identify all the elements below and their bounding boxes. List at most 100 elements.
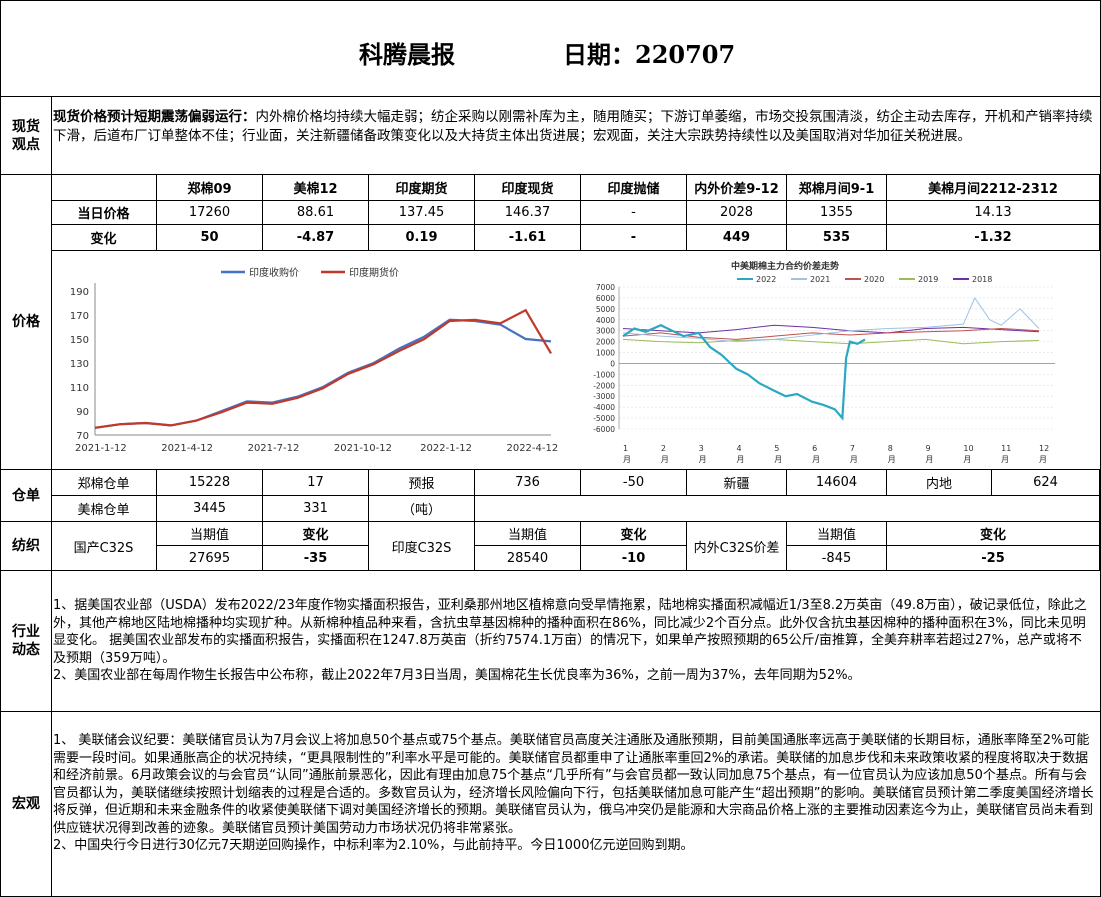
textile-cur-value: 28540: [475, 546, 581, 571]
price-change-cell: -: [581, 225, 687, 251]
price-row-label: 当日价格: [51, 201, 157, 225]
warehouse-cell: 预报: [369, 470, 475, 496]
x-tick-label: 2022-4-12: [506, 443, 558, 454]
textile-cur-value: -845: [787, 546, 887, 571]
warehouse-section: 仓单 郑棉仓单 15228 17 预报 736 -50 新疆 14604 内地 624 美棉仓单 34…: [1, 470, 1100, 522]
textile-chg-value: -35: [263, 546, 369, 571]
india-price-chart: 70 90 110 130 150 170 190 2021-1-12 2021-4-12 202…: [70, 266, 558, 454]
price-change-cell: 50: [157, 225, 263, 251]
y-tick-label: -2000: [593, 381, 615, 390]
textile-cur-header: 当期值: [475, 522, 581, 546]
spot-body: 内外棉价格均持续大幅走弱；纺企采购以刚需补库为主，随用随买；下游订单萎缩，市场交…: [53, 109, 1093, 144]
price-value-cell: 14.13: [887, 201, 1100, 225]
warehouse-cell: 736: [475, 470, 581, 496]
price-change-cell: 535: [787, 225, 887, 251]
spot-text: 现货价格预计短期震荡偏弱运行：内外棉价格均持续大幅走弱；纺企采购以刚需补库为主，…: [53, 108, 1094, 146]
textile-section-label: 纺织: [1, 522, 52, 570]
legend-label: 2022: [756, 275, 776, 284]
price-value-cell: -: [581, 201, 687, 225]
warehouse-section-label: 仓单: [1, 470, 52, 521]
y-tick-label: 70: [76, 431, 89, 442]
price-header-cell: 印度期货: [369, 175, 475, 201]
legend-label: 2020: [864, 275, 884, 284]
report-header: 科腾晨报 日期：220707: [1, 1, 1100, 97]
price-change-cell: 449: [687, 225, 787, 251]
industry-paragraph-2: 2、美国农业部在每周作物生长报告中公布称，截止2022年7月3日当周，美国棉花生…: [53, 668, 861, 683]
warehouse-cell: （吨）: [369, 496, 475, 522]
spot-section-label: 现货 观点: [1, 97, 52, 174]
industry-paragraph-1: 1、据美国农业部（USDA）发布2022/23年度作物实播面积报告，亚利桑那州地…: [53, 598, 1087, 666]
y-tick-label: 190: [70, 287, 89, 298]
y-tick-label: -1000: [593, 370, 615, 379]
price-value-cell: 88.61: [263, 201, 369, 225]
macro-paragraph-2: 2、中国央行今日进行30亿元7天期逆回购操作，中标利率为2.10%，与此前持平。…: [53, 838, 694, 853]
textile-cur-value: 27695: [157, 546, 263, 571]
y-tick-label: -4000: [593, 403, 615, 412]
series-line-2018: [622, 324, 1040, 334]
x-tick-label: 11 月: [1001, 444, 1011, 464]
industry-text: 1、据美国农业部（USDA）发布2022/23年度作物实播面积报告，亚利桑那州地…: [53, 597, 1094, 685]
y-tick-label: 3000: [596, 327, 615, 336]
x-tick-label: 2021-7-12: [248, 443, 300, 454]
warehouse-cell: 15228: [157, 470, 263, 496]
x-tick-label: 2021-4-12: [161, 443, 213, 454]
price-change-cell: -1.32: [887, 225, 1100, 251]
series-line-2020: [622, 328, 1040, 340]
spot-headline: 现货价格预计短期震荡偏弱运行：: [53, 109, 256, 125]
price-header-cell: 郑棉月间9-1: [787, 175, 887, 201]
x-tick-label: 10 月: [963, 444, 973, 464]
legend-label: 2018: [972, 275, 992, 284]
legend-label: 印度期货价: [349, 266, 399, 279]
y-tick-label: 130: [70, 359, 89, 370]
x-tick-label: 2022-1-12: [420, 443, 472, 454]
y-tick-label: -5000: [593, 414, 615, 423]
legend-label: 2021: [810, 275, 830, 284]
textile-chg-header: 变化: [581, 522, 687, 546]
industry-section-label: 行业 动态: [1, 571, 52, 711]
price-header-cell: 美棉12: [263, 175, 369, 201]
warehouse-cell: 624: [992, 470, 1100, 496]
price-section: 价格 70 90 110 130 150 170 190 2021-1-12 2021-4-12…: [1, 175, 1100, 470]
warehouse-blank: [475, 496, 1100, 522]
price-value-cell: 17260: [157, 201, 263, 225]
industry-section: 行业 动态 1、据美国农业部（USDA）发布2022/23年度作物实播面积报告，…: [1, 571, 1100, 712]
price-change-cell: 0.19: [369, 225, 475, 251]
y-tick-label: 4000: [596, 316, 615, 325]
macro-paragraph-1: 1、 美联储会议纪要：美联储官员认为7月会议上将加息50个基点或75个基点。美联…: [53, 733, 1094, 836]
warehouse-cell: 郑棉仓单: [51, 470, 157, 496]
y-tick-label: 1000: [596, 349, 615, 358]
x-tick-label: 2021-1-12: [75, 443, 127, 454]
legend-label: 2019: [918, 275, 938, 284]
warehouse-cell: 内地: [887, 470, 992, 496]
y-tick-label: 170: [70, 311, 89, 322]
price-header-cell: 印度现货: [475, 175, 581, 201]
series-line-2021: [622, 296, 1040, 343]
spot-section: 现货 观点 现货价格预计短期震荡偏弱运行：内外棉价格均持续大幅走弱；纺企采购以刚…: [1, 97, 1100, 175]
warehouse-cell: 14604: [787, 470, 887, 496]
price-header-cell: 内外价差9-12: [687, 175, 787, 201]
textile-chg-value: -10: [581, 546, 687, 571]
report-title: 科腾晨报: [359, 40, 455, 69]
textile-group-label: 内外C32S价差: [687, 522, 787, 571]
y-tick-label: 90: [76, 407, 89, 418]
textile-chg-value: -25: [887, 546, 1100, 571]
x-tick-label: 2021-10-12: [334, 443, 392, 454]
chart-title: 中美期棉主力合约价差走势: [731, 260, 839, 272]
change-row-label: 变化: [51, 225, 157, 251]
price-header-cell: 郑棉09: [157, 175, 263, 201]
textile-section: 纺织 国产C32S 当期值 变化 27695 -35 印度C32S 当期值 变化 28540 -1…: [1, 522, 1100, 571]
y-tick-label: 6000: [596, 294, 615, 303]
textile-cur-header: 当期值: [157, 522, 263, 546]
warehouse-cell: 新疆: [687, 470, 787, 496]
macro-section: 宏观 1、 美联储会议纪要：美联储官员认为7月会议上将加息50个基点或75个基点…: [1, 712, 1100, 896]
series-line-india-futures: [94, 308, 552, 429]
price-value-cell: 1355: [787, 201, 887, 225]
price-change-cell: -4.87: [263, 225, 369, 251]
price-value-cell: 146.37: [475, 201, 581, 225]
